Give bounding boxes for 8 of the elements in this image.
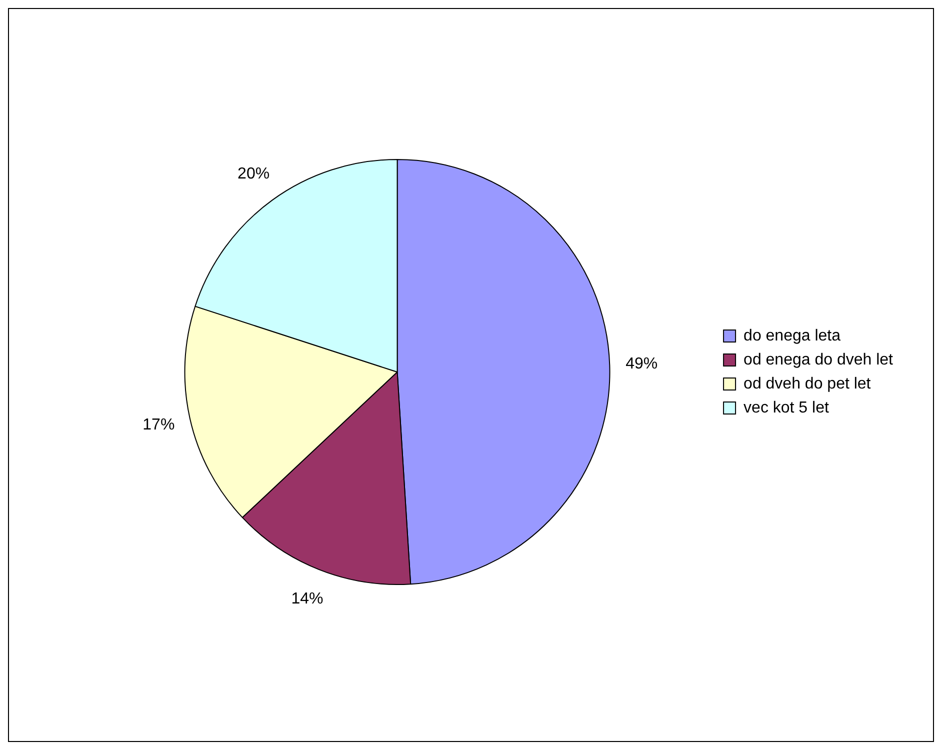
data-label: 20%	[238, 166, 270, 183]
legend-label: do enega leta	[744, 327, 841, 344]
data-label: 17%	[142, 416, 175, 434]
legend-label: od enega do dveh let	[744, 351, 894, 368]
data-label: 14%	[291, 590, 324, 608]
data-label: 49%	[626, 356, 658, 373]
legend-label: od dveh do pet let	[744, 375, 872, 392]
legend-label: vec kot 5 let	[744, 399, 830, 416]
